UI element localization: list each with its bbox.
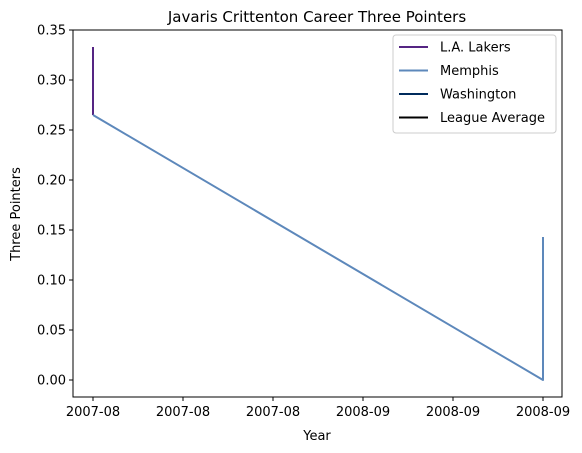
- series-line-memphis: [92, 114, 544, 381]
- legend-label: Washington: [440, 88, 516, 103]
- x-tick-label: 2008-09: [516, 405, 570, 420]
- y-tick-label: 0.20: [37, 174, 66, 189]
- y-axis: 0.00 0.05 0.10 0.15 0.20 0.25 0.30 0.35: [37, 24, 73, 389]
- y-tick-label: 0.25: [37, 124, 66, 139]
- y-tick-label: 0.30: [37, 74, 66, 89]
- x-tick-label: 2007-08: [66, 405, 120, 420]
- y-axis-label: Three Pointers: [9, 167, 24, 262]
- chart-title: Javaris Crittenton Career Three Pointers: [167, 8, 467, 26]
- y-tick-label: 0.15: [37, 224, 66, 239]
- legend-box: [392, 34, 557, 134]
- plot-lines: [92, 47, 544, 381]
- legend-label: Memphis: [440, 64, 499, 79]
- y-tick-label: 0.10: [37, 274, 66, 289]
- x-axis-label: Year: [302, 429, 331, 444]
- x-tick-label: 2008-09: [336, 405, 390, 420]
- x-tick-label: 2008-09: [426, 405, 480, 420]
- x-tick-label: 2007-08: [156, 405, 210, 420]
- legend-label: L.A. Lakers: [440, 41, 511, 56]
- legend-label: League Average: [440, 111, 545, 126]
- y-tick-label: 0.35: [37, 24, 66, 39]
- y-tick-label: 0.00: [37, 374, 66, 389]
- x-axis: 2007-08 2007-08 2007-08 2008-09 2008-09 2008-…: [66, 397, 570, 420]
- y-tick-label: 0.05: [37, 324, 66, 339]
- legend: L.A. Lakers Memphis Washington League Avera…: [392, 34, 557, 134]
- plot-frame: [72, 29, 563, 398]
- x-tick-label: 2007-08: [246, 405, 300, 420]
